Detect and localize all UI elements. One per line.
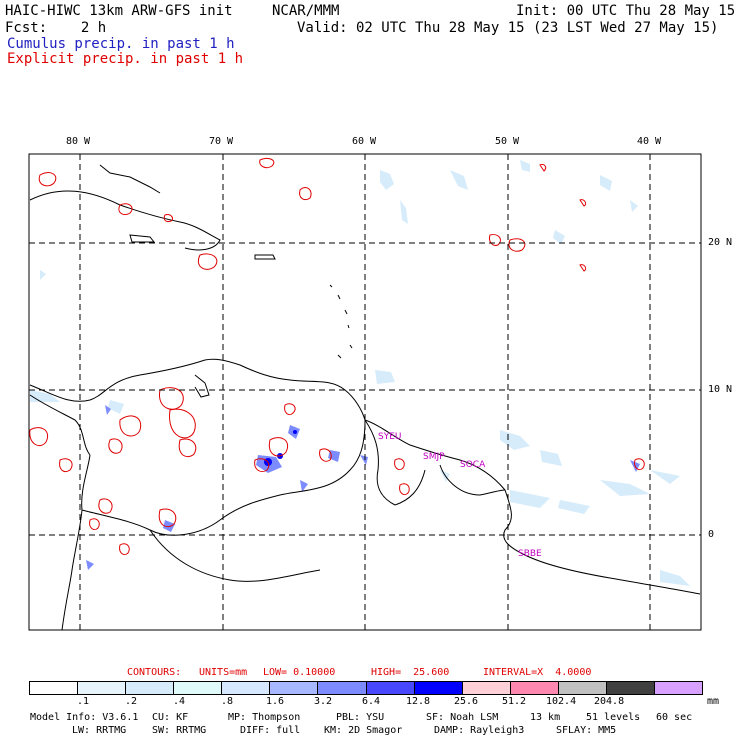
lat-lon-grid — [29, 154, 701, 630]
cumulus-precip-patches — [30, 160, 690, 586]
colorbar-tick: 6.4 — [362, 696, 381, 707]
model-title: HAIC-HIWC 13km ARW-GFS init — [5, 3, 233, 19]
colorbar-tick: .1 — [77, 696, 90, 707]
colorbar-tick: 1.6 — [266, 696, 285, 707]
station-smjp: SMJP — [423, 452, 445, 462]
colorbar-cell — [222, 682, 271, 694]
precip-colorbar — [29, 681, 703, 695]
map-frame — [28, 153, 702, 631]
colorbar-cell — [558, 682, 607, 694]
colorbar-tick: 25.6 — [454, 696, 479, 707]
colorbar-cell — [318, 682, 367, 694]
colorbar-tick: .4 — [173, 696, 186, 707]
colorbar-cell — [30, 682, 79, 694]
colorbar-cell — [78, 682, 127, 694]
model-info-levels: 51 levels — [586, 712, 641, 723]
colorbar-cell — [126, 682, 175, 694]
colorbar-tick: 3.2 — [314, 696, 333, 707]
cumulus-legend: Cumulus precip. in past 1 h — [7, 36, 235, 52]
colorbar-tick: 12.8 — [406, 696, 431, 707]
model-info-res: 13 km — [530, 712, 561, 723]
station-soca: SOCA — [460, 460, 486, 470]
contours-low: LOW= 0.10000 — [263, 667, 336, 678]
model-info-mp: MP: Thompson — [228, 712, 301, 723]
contours-high: HIGH= 25.600 — [371, 667, 450, 678]
contours-interval: INTERVAL=X 4.0000 — [483, 667, 592, 678]
valid-time: Valid: 02 UTC Thu 28 May 15 (23 LST Wed … — [297, 20, 719, 36]
colorbar-cell — [655, 682, 703, 694]
colorbar-cell — [606, 682, 656, 694]
colorbar-cell — [366, 682, 415, 694]
model-info-damp: DAMP: Rayleigh3 — [434, 725, 525, 736]
model-info-sflay: SFLAY: MM5 — [556, 725, 617, 736]
contours-units: UNITS=mm — [199, 667, 248, 678]
model-info-timestep: 60 sec — [656, 712, 693, 723]
lat-label-10n: 10 N — [708, 384, 733, 395]
colorbar-tick: .8 — [221, 696, 234, 707]
colorbar-cell — [414, 682, 463, 694]
colorbar-tick: .2 — [125, 696, 138, 707]
explicit-legend: Explicit precip. in past 1 h — [7, 51, 244, 67]
station-sbbe: SBBE — [518, 549, 542, 559]
colorbar-tick: 204.8 — [594, 696, 625, 707]
lon-label-60w: 60 W — [352, 136, 377, 147]
model-info-lw: LW: RRTMG — [72, 725, 127, 736]
colorbar-cell — [174, 682, 223, 694]
forecast-hour: Fcst: 2 h — [5, 20, 107, 36]
model-info-cu: CU: KF — [152, 712, 189, 723]
lat-label-0: 0 — [708, 529, 715, 540]
lat-label-20n: 20 N — [708, 237, 733, 248]
colorbar-cell — [510, 682, 559, 694]
colorbar-cell — [462, 682, 511, 694]
model-info-km: KM: 2D Smagor — [324, 725, 403, 736]
lon-label-50w: 50 W — [495, 136, 520, 147]
model-info-diff: DIFF: full — [240, 725, 301, 736]
model-info-sf: SF: Noah LSM — [426, 712, 499, 723]
model-info-pbl: PBL: YSU — [336, 712, 385, 723]
lon-label-70w: 70 W — [209, 136, 234, 147]
explicit-precip-contours — [29, 157, 645, 556]
lon-label-40w: 40 W — [637, 136, 662, 147]
colorbar-cell — [270, 682, 319, 694]
colorbar-tick: 102.4 — [546, 696, 577, 707]
lon-label-80w: 80 W — [66, 136, 91, 147]
model-info-sw: SW: RRTMG — [152, 725, 207, 736]
colorbar-tick: 51.2 — [502, 696, 527, 707]
contours-label: CONTOURS: — [127, 667, 182, 678]
init-time: Init: 00 UTC Thu 28 May 15 — [516, 3, 736, 19]
center-name: NCAR/MMM — [272, 3, 340, 19]
model-info-version: Model Info: V3.6.1 — [30, 712, 139, 723]
station-syeu: SYEU — [378, 432, 402, 442]
colorbar-units: mm — [707, 696, 720, 707]
